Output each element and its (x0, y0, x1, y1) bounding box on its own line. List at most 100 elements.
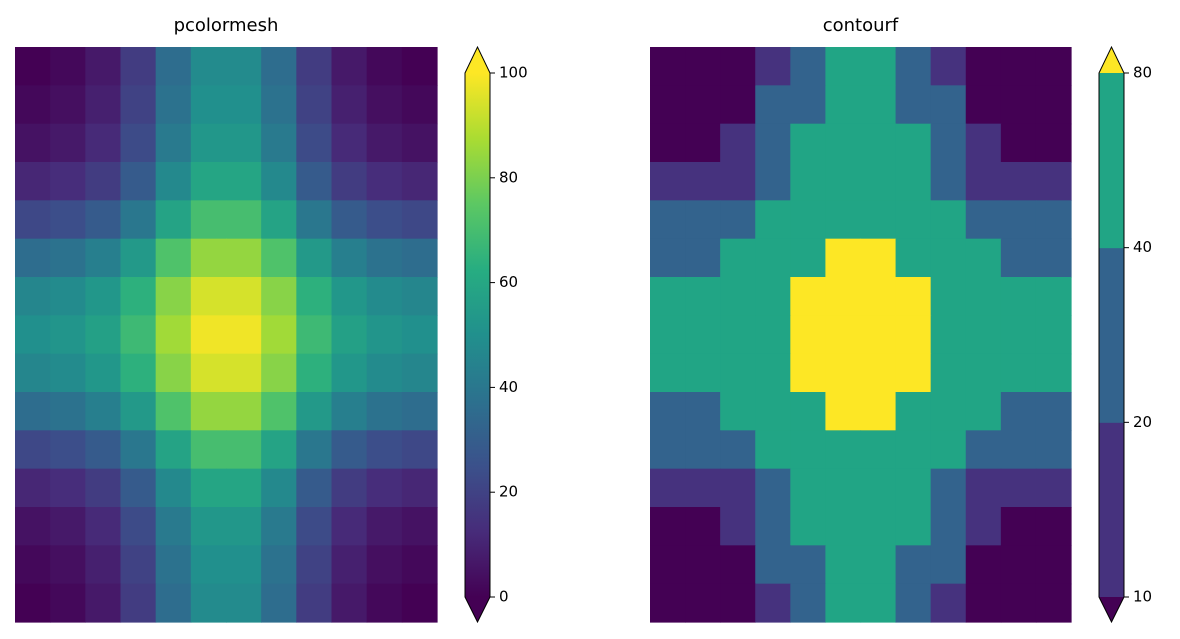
cell (120, 430, 157, 470)
cell (1035, 583, 1072, 623)
cell (860, 238, 897, 278)
cell (331, 468, 368, 508)
cell (790, 200, 827, 240)
cell (685, 583, 721, 623)
cell (190, 85, 227, 125)
cell (50, 392, 86, 431)
cell (1035, 47, 1072, 86)
cell (226, 200, 262, 240)
cell (331, 353, 368, 393)
cell (965, 583, 1002, 623)
cell (155, 162, 192, 201)
cell (190, 430, 227, 470)
cell (366, 85, 403, 125)
cell (1035, 123, 1072, 163)
cell (50, 468, 86, 508)
cell (366, 277, 403, 316)
cell (155, 430, 192, 470)
cell (261, 123, 297, 163)
cell (226, 85, 262, 125)
cell (895, 507, 932, 546)
cell (85, 392, 122, 431)
cell (1035, 200, 1072, 240)
cell (790, 583, 827, 623)
cell (15, 47, 51, 86)
cell (825, 430, 862, 470)
cell (261, 315, 297, 355)
cell (296, 353, 333, 393)
cell (155, 507, 192, 546)
cell (155, 85, 192, 125)
cell (825, 238, 862, 278)
cell (15, 468, 51, 508)
cell (120, 200, 157, 240)
cell (15, 238, 51, 278)
cell (860, 123, 897, 163)
cell (930, 468, 967, 508)
cell (895, 468, 932, 508)
cell (296, 507, 333, 546)
cell (226, 430, 262, 470)
cell (296, 85, 333, 125)
cell (965, 238, 1002, 278)
extend-low (1099, 597, 1124, 622)
cell (120, 162, 157, 201)
cell (1035, 315, 1072, 355)
tick-label: 40 (499, 378, 518, 396)
cell (50, 507, 86, 546)
cell (650, 468, 686, 508)
cell (261, 507, 297, 546)
cell (650, 507, 686, 546)
cell (190, 238, 227, 278)
cell (965, 277, 1002, 316)
cell (895, 85, 932, 125)
cell (895, 123, 932, 163)
cell (930, 315, 967, 355)
tick-label: 60 (499, 273, 518, 291)
cell (261, 353, 297, 393)
cell (860, 392, 897, 431)
cell (226, 583, 262, 623)
cell (930, 85, 967, 125)
cell (331, 507, 368, 546)
cell (1035, 277, 1072, 316)
cell (85, 507, 122, 546)
cell (401, 583, 438, 623)
cell (790, 353, 827, 393)
cell (685, 545, 721, 585)
cell (650, 392, 686, 431)
cell (860, 200, 897, 240)
cell (366, 583, 403, 623)
cell (120, 545, 157, 585)
cell (825, 353, 862, 393)
colorbar-band (1099, 73, 1124, 249)
cell (401, 353, 438, 393)
cell (401, 430, 438, 470)
cell (685, 123, 721, 163)
cell (120, 392, 157, 431)
cell (860, 85, 897, 125)
cell (366, 315, 403, 355)
cell (825, 583, 862, 623)
cell (401, 123, 438, 163)
cell (825, 277, 862, 316)
cell (1000, 507, 1037, 546)
cell (401, 392, 438, 431)
cell (226, 468, 262, 508)
cell (50, 277, 86, 316)
cell (15, 162, 51, 201)
cell (366, 123, 403, 163)
cell (930, 200, 967, 240)
cell (155, 392, 192, 431)
cell (15, 123, 51, 163)
cell (50, 200, 86, 240)
cell (1000, 468, 1037, 508)
cell (930, 123, 967, 163)
cell (720, 468, 756, 508)
cell (155, 353, 192, 393)
cell (860, 545, 897, 585)
cell (685, 162, 721, 201)
cell (50, 430, 86, 470)
cell (85, 353, 122, 393)
